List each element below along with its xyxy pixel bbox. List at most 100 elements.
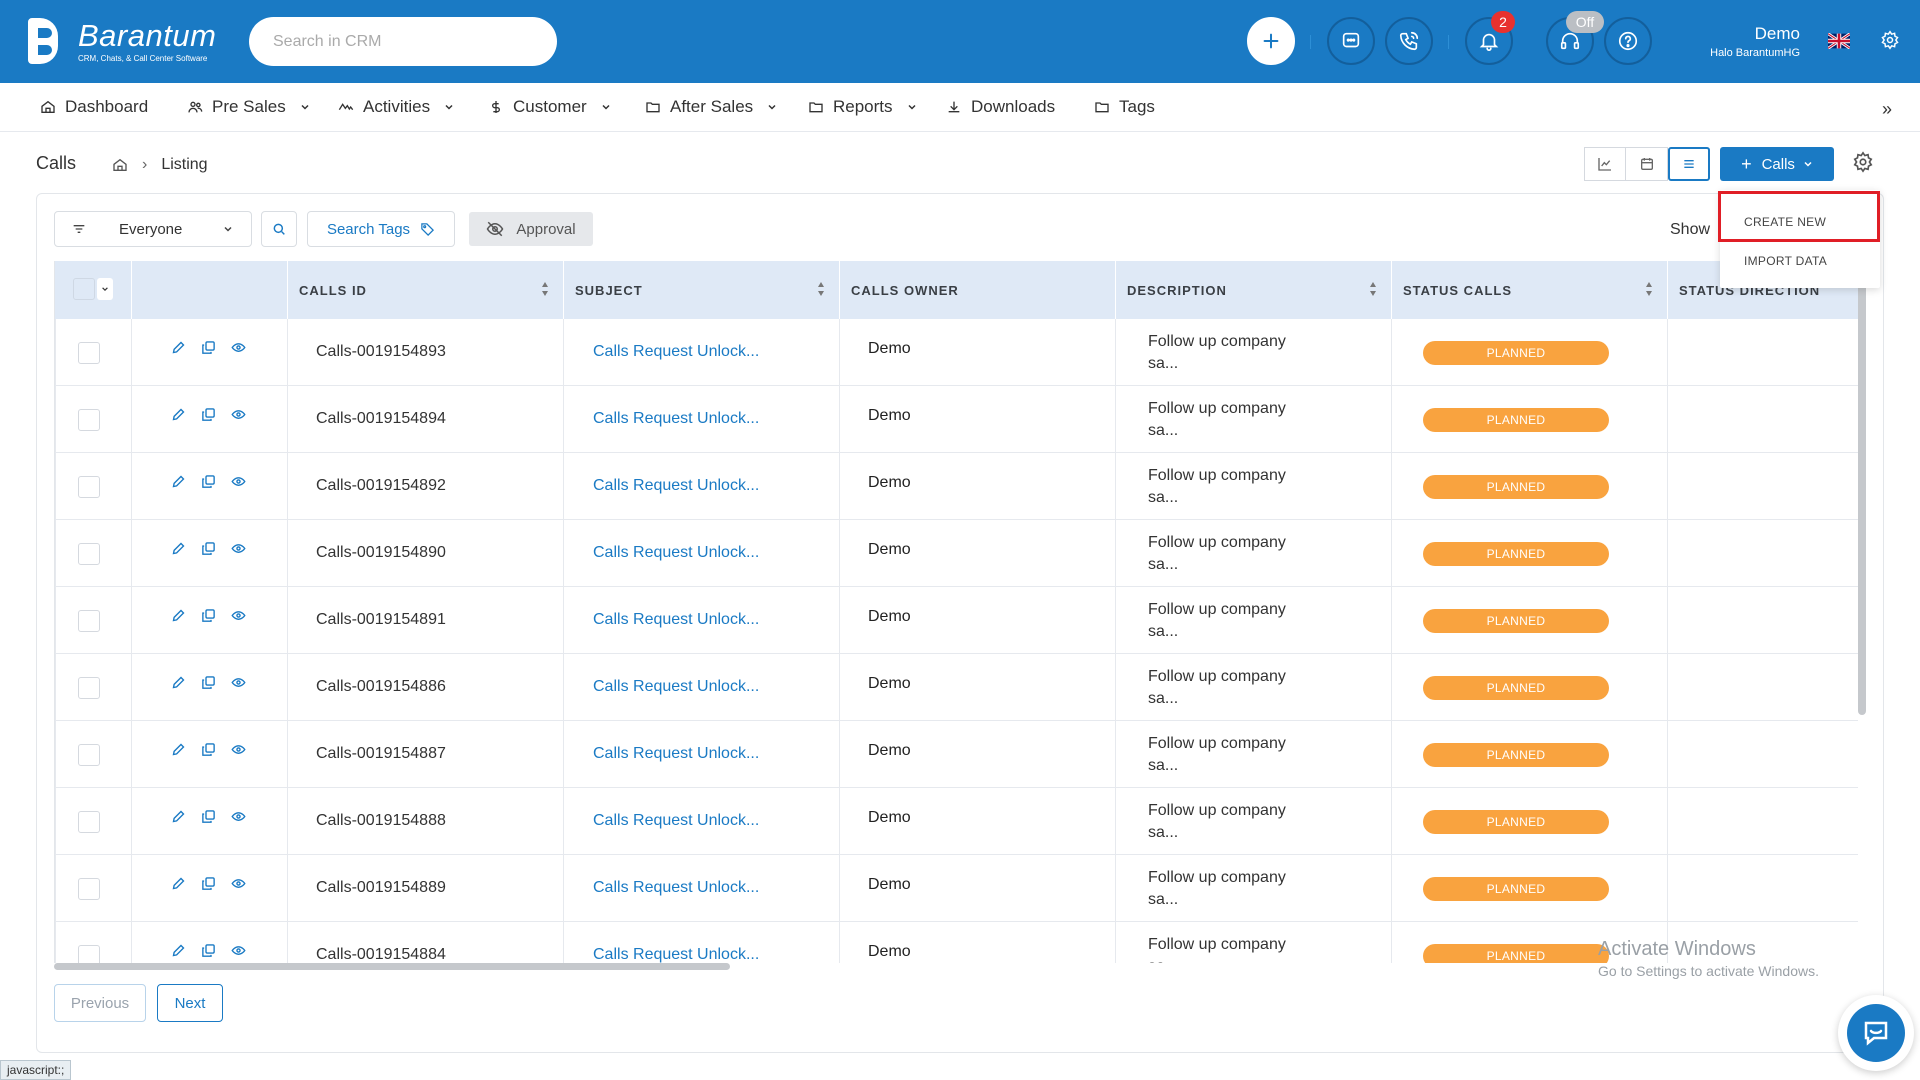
- sort-icon[interactable]: [1645, 281, 1653, 297]
- duplicate-icon[interactable]: [201, 809, 216, 824]
- row-checkbox[interactable]: [78, 342, 100, 364]
- search-button[interactable]: [261, 211, 297, 247]
- row-checkbox[interactable]: [78, 543, 100, 565]
- duplicate-icon[interactable]: [201, 407, 216, 422]
- horizontal-scrollbar[interactable]: [54, 963, 730, 970]
- view-icon[interactable]: [231, 541, 246, 556]
- select-all-checkbox[interactable]: [73, 278, 95, 300]
- view-icon[interactable]: [231, 809, 246, 824]
- view-icon[interactable]: [231, 876, 246, 891]
- subject-link[interactable]: Calls Request Unlock...: [593, 611, 760, 628]
- subject-link[interactable]: Calls Request Unlock...: [593, 946, 760, 963]
- view-icon[interactable]: [231, 407, 246, 422]
- edit-icon[interactable]: [171, 943, 186, 958]
- row-checkbox[interactable]: [78, 945, 100, 963]
- column-header-status-calls[interactable]: STATUS CALLS: [1391, 261, 1667, 319]
- subject-link[interactable]: Calls Request Unlock...: [593, 678, 760, 695]
- view-icon[interactable]: [231, 608, 246, 623]
- nav-reports[interactable]: Reports: [808, 97, 917, 117]
- import-data-menu-item[interactable]: IMPORT DATA: [1744, 254, 1828, 268]
- nav-customer[interactable]: Customer: [488, 97, 611, 117]
- row-checkbox[interactable]: [78, 409, 100, 431]
- approval-button[interactable]: Approval: [469, 212, 593, 246]
- duplicate-icon[interactable]: [201, 675, 216, 690]
- duplicate-icon[interactable]: [201, 876, 216, 891]
- nav-activities[interactable]: Activities: [338, 97, 454, 117]
- select-all[interactable]: [73, 278, 113, 300]
- sort-icon[interactable]: [817, 281, 825, 297]
- nav-after-sales[interactable]: After Sales: [645, 97, 777, 117]
- row-checkbox[interactable]: [78, 744, 100, 766]
- sort-icon[interactable]: [541, 281, 549, 297]
- next-page-button[interactable]: Next: [157, 984, 223, 1022]
- row-checkbox[interactable]: [78, 677, 100, 699]
- search-tags-button[interactable]: Search Tags: [307, 211, 455, 247]
- owner-filter-select[interactable]: Everyone: [54, 211, 252, 247]
- column-header-subject[interactable]: SUBJECT: [563, 261, 839, 319]
- notifications-button[interactable]: 2: [1465, 11, 1515, 65]
- column-header-calls-id[interactable]: CALLS ID: [287, 261, 563, 319]
- chart-view-button[interactable]: [1584, 147, 1626, 181]
- chat-button[interactable]: [1327, 17, 1375, 65]
- phone-button[interactable]: [1385, 17, 1433, 65]
- view-icon[interactable]: [231, 943, 246, 958]
- view-icon[interactable]: [231, 675, 246, 690]
- duplicate-icon[interactable]: [201, 608, 216, 623]
- duplicate-icon[interactable]: [201, 474, 216, 489]
- quick-add-button[interactable]: [1247, 17, 1295, 65]
- nav-pre-sales[interactable]: Pre Sales: [187, 97, 310, 117]
- duplicate-icon[interactable]: [201, 742, 216, 757]
- edit-icon[interactable]: [171, 809, 186, 824]
- select-all-dropdown[interactable]: [97, 278, 113, 300]
- nav-downloads[interactable]: Downloads: [946, 97, 1055, 117]
- edit-icon[interactable]: [171, 541, 186, 556]
- subject-link[interactable]: Calls Request Unlock...: [593, 812, 760, 829]
- duplicate-icon[interactable]: [201, 340, 216, 355]
- nav-tags[interactable]: Tags: [1094, 97, 1155, 117]
- view-icon[interactable]: [231, 474, 246, 489]
- edit-icon[interactable]: [171, 742, 186, 757]
- subject-link[interactable]: Calls Request Unlock...: [593, 745, 760, 762]
- live-chat-button[interactable]: [1838, 995, 1914, 1071]
- calendar-view-button[interactable]: [1626, 147, 1668, 181]
- edit-icon[interactable]: [171, 876, 186, 891]
- subject-link[interactable]: Calls Request Unlock...: [593, 343, 760, 360]
- subject-link[interactable]: Calls Request Unlock...: [593, 477, 760, 494]
- previous-page-button[interactable]: Previous: [54, 984, 146, 1022]
- nav-dashboard[interactable]: Dashboard: [40, 97, 148, 117]
- view-icon[interactable]: [231, 340, 246, 355]
- list-view-button[interactable]: [1668, 147, 1710, 181]
- column-header-calls-owner[interactable]: CALLS OWNER: [839, 261, 1115, 319]
- uk-flag-icon[interactable]: [1828, 33, 1850, 49]
- gear-icon[interactable]: [1880, 30, 1900, 50]
- subject-link[interactable]: Calls Request Unlock...: [593, 879, 760, 896]
- edit-icon[interactable]: [171, 340, 186, 355]
- row-checkbox[interactable]: [78, 610, 100, 632]
- user-menu[interactable]: Demo Halo BarantumHG: [1690, 24, 1800, 59]
- gear-icon[interactable]: [1852, 151, 1874, 173]
- show-columns-label[interactable]: Show: [1670, 221, 1711, 238]
- row-checkbox[interactable]: [78, 878, 100, 900]
- row-checkbox[interactable]: [78, 811, 100, 833]
- duplicate-icon[interactable]: [201, 943, 216, 958]
- duplicate-icon[interactable]: [201, 541, 216, 556]
- nav-expand-button[interactable]: »: [1881, 99, 1892, 119]
- edit-icon[interactable]: [171, 608, 186, 623]
- column-header-description[interactable]: DESCRIPTION: [1115, 261, 1391, 319]
- crm-search-input[interactable]: [249, 17, 557, 66]
- edit-icon[interactable]: [171, 407, 186, 422]
- view-icon[interactable]: [231, 742, 246, 757]
- vertical-scrollbar[interactable]: [1858, 263, 1866, 715]
- calls-add-button[interactable]: + Calls: [1720, 147, 1834, 181]
- help-button[interactable]: [1604, 17, 1652, 65]
- home-icon[interactable]: [112, 157, 128, 173]
- sort-icon[interactable]: [1369, 281, 1377, 297]
- create-new-menu-item[interactable]: CREATE NEW: [1744, 215, 1827, 229]
- row-checkbox[interactable]: [78, 476, 100, 498]
- logo[interactable]: Barantum CRM, Chats, & Call Center Softw…: [28, 18, 216, 64]
- agent-status-button[interactable]: Off: [1546, 11, 1604, 65]
- subject-link[interactable]: Calls Request Unlock...: [593, 544, 760, 561]
- edit-icon[interactable]: [171, 474, 186, 489]
- edit-icon[interactable]: [171, 675, 186, 690]
- subject-link[interactable]: Calls Request Unlock...: [593, 410, 760, 427]
